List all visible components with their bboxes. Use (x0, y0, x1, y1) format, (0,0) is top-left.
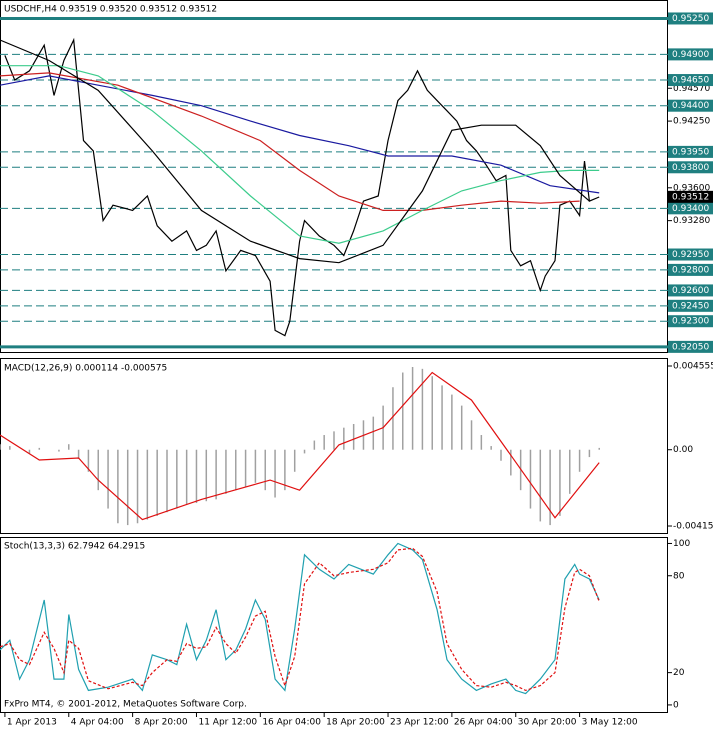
x-tick-label: 23 Apr 12:00 (390, 718, 449, 728)
y-tick-label: 80 (673, 571, 685, 581)
series-line (0, 39, 590, 264)
level-label: 0.92050 (672, 342, 709, 352)
x-tick-label: 16 Apr 04:00 (262, 718, 321, 728)
level-label: 0.94650 (672, 76, 709, 86)
level-label: 0.92300 (672, 317, 709, 327)
level-label-box (668, 48, 713, 61)
level-label-box (668, 99, 713, 112)
x-tick-label: 8 Apr 20:00 (135, 718, 188, 728)
stoch-pane (0, 537, 668, 713)
x-tick-label: 26 Apr 04:00 (454, 718, 513, 728)
series-line (0, 75, 600, 194)
last-price-label: 0.93512 (672, 192, 709, 202)
price-title: USDCHF,H4 0.93519 0.93520 0.93512 0.9351… (4, 5, 217, 15)
x-tick-label: 1 Apr 2013 (7, 718, 57, 728)
level-label-box (668, 263, 713, 276)
y-tick-label: 0.94570 (673, 84, 710, 94)
series-line (0, 72, 580, 211)
series-line (0, 371, 600, 521)
y-tick-label: 0.00 (673, 445, 693, 455)
macd-title: MACD(12,26,9) 0.000114 -0.000575 (4, 364, 167, 374)
level-label: 0.93400 (672, 204, 709, 214)
footer: FxPro MT4, © 2001-2012, MetaQuotes Softw… (4, 700, 247, 710)
level-label-box (668, 315, 713, 328)
level-label-box (668, 284, 713, 297)
y-tick-label: 20 (673, 668, 685, 678)
level-label: 0.93800 (672, 163, 709, 173)
x-tick-label: 18 Apr 20:00 (326, 718, 385, 728)
y-tick-label: 100 (673, 539, 690, 549)
level-label: 0.92800 (672, 265, 709, 275)
level-label-box (668, 248, 713, 261)
x-tick-label: 11 Apr 12:00 (198, 718, 257, 728)
level-label-box (668, 299, 713, 312)
level-label: 0.94900 (672, 50, 709, 60)
series-line (0, 542, 600, 695)
y-tick-label: -0.00415 (673, 522, 713, 532)
level-label-box (668, 12, 713, 25)
x-tick-label: 4 Apr 04:00 (71, 718, 124, 728)
level-label-box (668, 161, 713, 174)
price-pane (0, 0, 668, 353)
level-label-box (668, 74, 713, 87)
level-label: 0.92600 (672, 286, 709, 296)
stoch-title: Stoch(13,3,3) 62.7942 64.2915 (4, 542, 145, 552)
level-label-box (668, 202, 713, 215)
series-line (4, 37, 600, 337)
level-label-box (668, 340, 713, 353)
y-tick-label: 0.93280 (673, 216, 710, 226)
y-tick-label: 0.004555 (673, 361, 713, 371)
level-label: 0.93950 (672, 147, 709, 157)
y-tick-label: 0.94250 (673, 117, 710, 127)
x-tick-label: 30 Apr 20:00 (518, 718, 577, 728)
level-label-box (668, 145, 713, 158)
last-price-box (668, 190, 713, 203)
level-label: 0.94400 (672, 101, 709, 111)
series-line (0, 547, 600, 692)
y-tick-label: 0 (673, 700, 679, 710)
series-line (0, 65, 600, 244)
level-label: 0.95250 (672, 14, 709, 24)
level-label: 0.92450 (672, 301, 709, 311)
x-tick-label: 3 May 12:00 (582, 718, 638, 728)
level-label: 0.92950 (672, 250, 709, 260)
y-tick-label: 0.93600 (673, 183, 710, 193)
